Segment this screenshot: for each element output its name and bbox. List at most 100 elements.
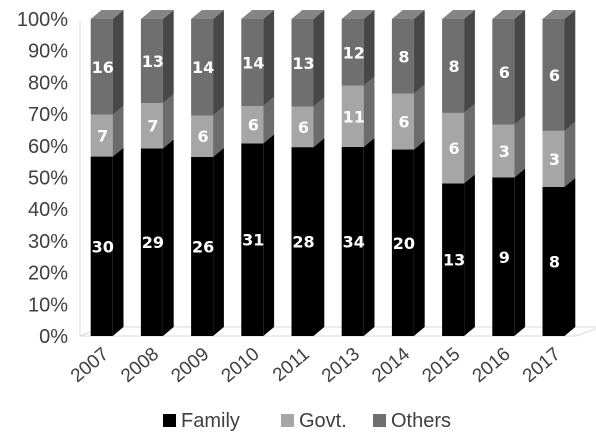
data-label-others-2011: 13 <box>292 54 314 73</box>
y-tick-label: 20% <box>28 263 68 285</box>
bar-stack-2017 <box>542 10 576 336</box>
bar-segment-family-2014 <box>391 149 414 336</box>
bar-segment-others-2014-side <box>413 10 425 94</box>
bar-segment-others-2008-top <box>140 10 174 19</box>
bar-segment-family-2008 <box>140 148 163 336</box>
y-tick-label: 30% <box>28 231 68 253</box>
data-label-govt-2011: 6 <box>298 118 309 137</box>
y-tick-label: 60% <box>28 136 68 158</box>
bar-segment-govt-2008 <box>140 103 163 149</box>
bar-segment-family-2007 <box>90 156 113 336</box>
data-label-others-2016: 6 <box>499 63 510 82</box>
bar-segment-family-2009 <box>191 156 214 336</box>
data-label-others-2010: 14 <box>242 54 264 73</box>
legend-label: Others <box>391 410 451 432</box>
bar-stack-2016 <box>492 10 526 336</box>
bar-segment-others-2008 <box>140 19 163 104</box>
bar-stack-2014 <box>391 10 425 336</box>
bar-segment-others-2014-top <box>391 10 425 19</box>
bar-segment-others-2013-side <box>363 10 375 86</box>
bar-segment-govt-2009 <box>191 115 214 157</box>
bar-segment-family-2010-side <box>263 134 275 336</box>
legend-item-family: Family <box>163 410 240 432</box>
y-tick-label: 50% <box>28 168 68 190</box>
bar-segment-family-2013-side <box>363 137 375 336</box>
bar-segment-govt-2017 <box>542 130 565 187</box>
bar-stack-2007 <box>90 10 124 336</box>
bar-segment-family-2017 <box>542 186 565 336</box>
bar-segment-others-2011-side <box>313 10 325 107</box>
bar-segment-others-2017-side <box>564 10 576 131</box>
bar-segment-others-2013 <box>341 19 364 86</box>
bar-segment-others-2016-top <box>492 10 526 19</box>
data-label-govt-2014: 6 <box>398 113 409 132</box>
legend-label: Family <box>181 410 240 432</box>
bar-segment-family-2014-side <box>413 140 425 336</box>
data-label-govt-2007: 7 <box>97 127 108 146</box>
data-label-family-2009: 26 <box>192 237 214 256</box>
bar-segment-govt-2011-side <box>313 97 325 148</box>
bar-segment-family-2017-side <box>564 177 576 336</box>
x-tick-label: 2017 <box>519 344 565 387</box>
data-label-family-2017: 8 <box>549 252 560 271</box>
bar-segment-govt-2014 <box>391 93 414 150</box>
bar-segment-others-2009-top <box>191 10 224 19</box>
data-label-family-2015: 13 <box>443 251 465 270</box>
data-label-others-2013: 12 <box>343 43 365 62</box>
data-label-family-2008: 29 <box>142 233 164 252</box>
bar-segment-govt-2007 <box>90 114 113 157</box>
data-label-family-2013: 34 <box>343 232 365 251</box>
data-label-govt-2017: 3 <box>549 150 560 169</box>
y-tick-label: 10% <box>28 294 68 316</box>
data-label-others-2014: 8 <box>398 47 409 66</box>
bars <box>90 10 576 336</box>
bar-segment-others-2017-top <box>542 10 576 19</box>
x-tick-label: 2010 <box>218 344 264 387</box>
x-tick-label: 2008 <box>117 344 163 387</box>
bar-segment-others-2007-top <box>90 10 124 19</box>
data-label-govt-2010: 6 <box>248 116 259 135</box>
data-label-others-2007: 16 <box>92 58 114 77</box>
data-label-family-2016: 9 <box>499 248 510 267</box>
data-label-others-2008: 13 <box>142 52 164 71</box>
bar-segment-family-2015 <box>442 183 465 336</box>
bar-segment-others-2017 <box>542 19 565 131</box>
bar-segment-govt-2015-side <box>464 103 475 184</box>
bar-segment-others-2011 <box>291 19 314 107</box>
bar-segment-govt-2007-side <box>112 105 124 157</box>
x-tick-label: 2016 <box>469 344 515 387</box>
bar-segment-govt-2013 <box>341 85 364 147</box>
bar-segment-others-2009 <box>191 19 214 116</box>
bar-segment-govt-2015 <box>442 112 465 184</box>
bar-segment-govt-2013-side <box>363 76 375 147</box>
legend-swatch <box>373 414 386 427</box>
data-label-family-2007: 30 <box>92 237 114 256</box>
bar-segment-govt-2008-side <box>162 94 174 149</box>
bar-segment-others-2010-side <box>263 10 275 107</box>
legend-swatch <box>163 414 176 427</box>
y-tick-label: 80% <box>28 72 68 94</box>
bar-segment-family-2009-side <box>213 147 224 336</box>
legend-swatch <box>281 414 294 427</box>
bar-segment-govt-2016-side <box>514 115 526 178</box>
bar-segment-family-2011-side <box>313 138 325 336</box>
bar-segment-others-2016-side <box>514 10 526 125</box>
y-tick-label: 0% <box>39 326 68 348</box>
bar-segment-others-2010-top <box>241 10 275 19</box>
bar-segment-govt-2014-side <box>413 84 425 150</box>
data-label-govt-2016: 3 <box>499 142 510 161</box>
bar-stack-2013 <box>341 10 375 336</box>
y-tick-label: 70% <box>28 104 68 126</box>
bar-segment-family-2016 <box>492 177 515 336</box>
bar-segment-others-2015-side <box>464 10 475 113</box>
bar-segment-others-2015 <box>442 19 465 113</box>
x-tick-label: 2015 <box>418 344 464 387</box>
x-tick-label: 2009 <box>167 344 213 387</box>
bar-stack-2008 <box>140 10 174 336</box>
bar-segment-family-2015-side <box>464 174 475 336</box>
bar-stack-2011 <box>291 10 325 336</box>
data-label-govt-2009: 6 <box>198 127 209 146</box>
data-label-others-2009: 14 <box>192 58 214 77</box>
data-label-others-2017: 6 <box>549 66 560 85</box>
